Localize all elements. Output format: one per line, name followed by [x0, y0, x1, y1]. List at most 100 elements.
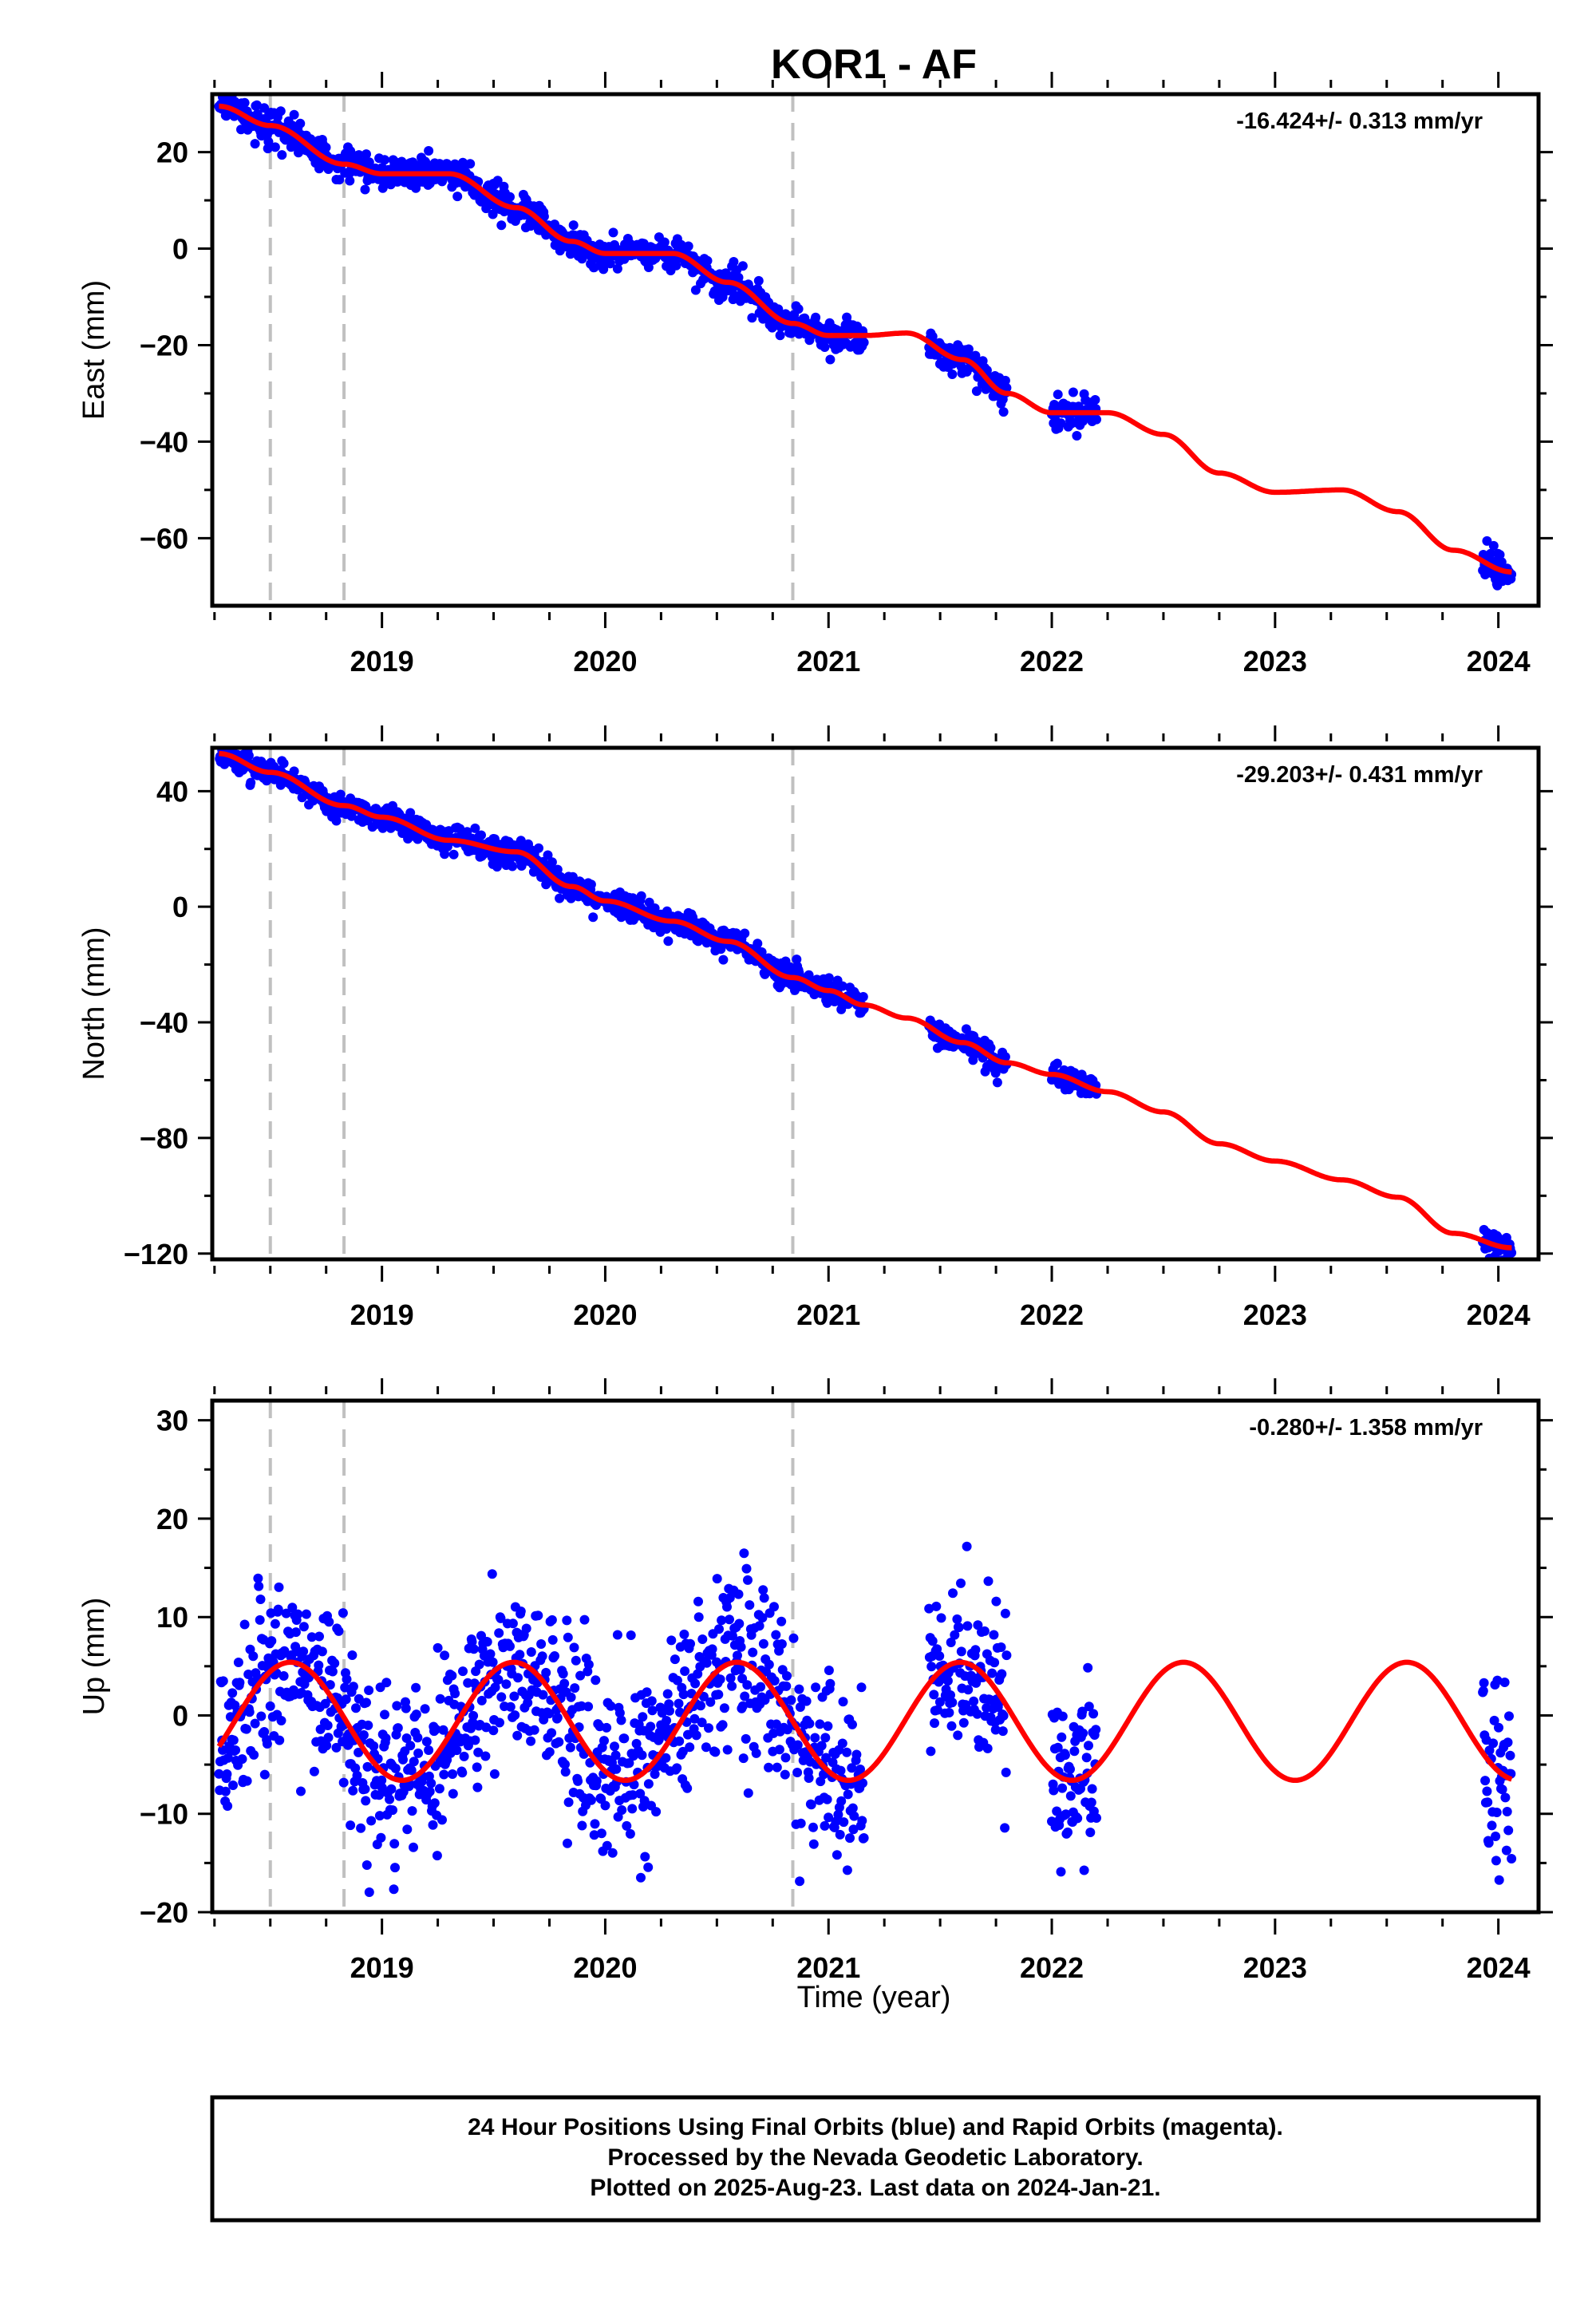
data-point: [516, 1607, 526, 1616]
data-point: [682, 1783, 693, 1793]
data-point: [352, 1770, 362, 1780]
data-point: [759, 1593, 769, 1603]
data-point: [629, 1780, 639, 1790]
data-point: [1087, 1784, 1097, 1794]
data-point: [233, 1658, 243, 1667]
data-point: [1091, 1725, 1101, 1735]
data-point: [666, 1635, 677, 1646]
data-point: [1088, 1709, 1099, 1719]
data-point: [320, 1698, 330, 1709]
data-point: [301, 1609, 311, 1619]
data-point: [698, 1691, 709, 1701]
x-tick-label: 2024: [1467, 645, 1531, 678]
data-point: [754, 1621, 764, 1631]
data-point: [1052, 1058, 1062, 1069]
data-point: [386, 1784, 397, 1794]
x-tick-label: 2023: [1243, 1298, 1307, 1331]
data-point: [847, 1719, 857, 1729]
data-point: [661, 1753, 671, 1763]
data-point: [496, 220, 507, 231]
data-point: [718, 954, 729, 965]
data-point: [274, 1582, 284, 1592]
data-point: [334, 175, 345, 185]
data-point: [697, 1717, 707, 1728]
data-point: [771, 1630, 781, 1640]
data-point: [659, 237, 670, 247]
data-point: [815, 1719, 825, 1729]
data-point: [950, 1630, 960, 1640]
data-point: [523, 1697, 533, 1708]
data-point: [248, 1651, 259, 1662]
data-point: [381, 1733, 391, 1743]
data-point: [298, 1622, 309, 1632]
data-point: [495, 1717, 504, 1728]
data-point: [1502, 1807, 1512, 1816]
data-point: [683, 241, 693, 251]
data-point: [1001, 1650, 1012, 1661]
data-point: [1057, 1711, 1068, 1721]
data-point: [413, 1748, 424, 1758]
data-point: [538, 1690, 548, 1700]
data-point: [740, 1691, 750, 1701]
y-tick-label: 0: [172, 233, 188, 266]
data-point: [472, 1782, 483, 1792]
data-point: [363, 1720, 373, 1730]
data-point: [643, 263, 654, 272]
data-point: [1072, 431, 1082, 441]
data-point: [859, 1833, 869, 1843]
data-point: [739, 1548, 749, 1559]
data-point: [559, 1678, 570, 1689]
data-point: [1507, 1854, 1517, 1863]
data-point: [1077, 1706, 1088, 1717]
data-point: [544, 1747, 555, 1757]
data-point: [251, 100, 262, 110]
data-point: [717, 1615, 727, 1626]
data-point: [560, 1767, 571, 1777]
data-point: [1503, 1737, 1513, 1748]
data-point: [334, 1626, 344, 1636]
data-point: [734, 1618, 745, 1629]
data-point: [567, 871, 578, 882]
data-point: [331, 1742, 342, 1753]
data-point: [262, 1739, 272, 1749]
data-point: [246, 777, 256, 788]
data-point: [589, 1830, 599, 1840]
data-point: [596, 1828, 606, 1839]
data-point: [662, 1689, 673, 1699]
data-point: [533, 1611, 543, 1621]
data-point: [474, 1659, 484, 1670]
data-point: [452, 192, 463, 202]
data-point: [742, 1680, 753, 1690]
data-point: [404, 1781, 414, 1792]
data-point: [482, 1637, 492, 1647]
data-point: [390, 1763, 401, 1773]
data-point: [839, 1817, 849, 1828]
data-point: [398, 1754, 408, 1765]
data-point: [772, 1762, 782, 1773]
data-point: [820, 342, 830, 352]
data-point: [374, 1811, 385, 1821]
data-point: [426, 1778, 437, 1788]
data-point: [795, 1702, 805, 1712]
data-point: [678, 1746, 688, 1757]
data-point: [346, 1820, 356, 1831]
data-point: [1083, 1662, 1093, 1673]
data-point: [566, 1692, 576, 1702]
data-point: [244, 1707, 255, 1717]
data-point: [608, 227, 618, 238]
data-point: [575, 1670, 586, 1681]
data-point: [842, 1747, 852, 1757]
data-point: [1073, 401, 1084, 412]
data-point: [619, 1733, 630, 1744]
data-point: [851, 1749, 862, 1760]
data-point: [241, 1724, 251, 1734]
data-point: [509, 1691, 519, 1701]
data-point: [534, 843, 543, 853]
data-point: [956, 1578, 966, 1588]
data-point: [590, 1819, 600, 1829]
data-point: [707, 1644, 717, 1654]
data-point: [480, 1751, 491, 1761]
data-point: [691, 1730, 701, 1741]
data-point: [1061, 1809, 1071, 1820]
data-point: [987, 1668, 998, 1678]
